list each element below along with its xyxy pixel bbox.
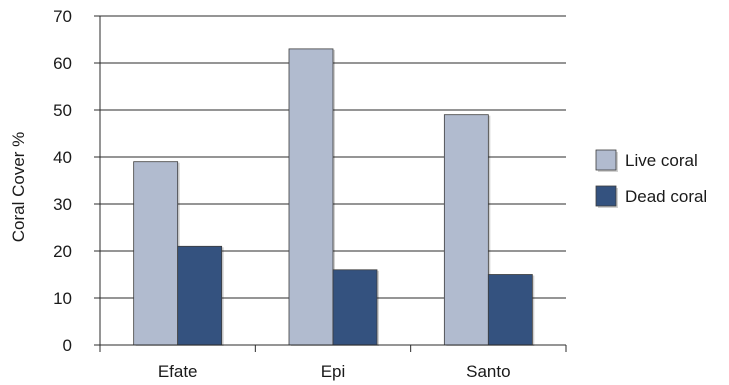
bar-live-coral-epi [288,48,334,346]
y-tick-label: 30 [53,195,72,214]
bar-live-coral-efate [133,161,179,346]
legend-label: Live coral [625,151,698,170]
bars [133,48,535,347]
y-tick-label: 10 [53,289,72,308]
legend-swatch-live-coral [595,149,617,171]
x-tick-label: Efate [158,362,198,381]
x-tick-label: Santo [466,362,510,381]
bar-dead-coral-efate [177,245,223,346]
y-tick-label: 60 [53,54,72,73]
x-tick-label: Epi [321,362,346,381]
y-tick-label: 50 [53,101,72,120]
legend: Live coral Dead coral [595,149,707,208]
bar-dead-coral-epi [332,269,378,346]
y-tick-label: 70 [53,7,72,26]
x-tick-labels: Efate Epi Santo [158,362,511,381]
y-tick-label: 40 [53,148,72,167]
legend-label: Dead coral [625,187,707,206]
y-axis-title: Coral Cover % [9,132,28,243]
legend-swatch-dead-coral [595,185,617,207]
y-tick-label: 20 [53,242,72,261]
y-tick-label: 0 [63,336,72,355]
y-tick-labels: 0 10 20 30 40 50 60 70 [53,7,72,355]
bar-live-coral-santo [443,114,489,346]
bar-dead-coral-santo [487,274,533,346]
axes [94,15,567,352]
